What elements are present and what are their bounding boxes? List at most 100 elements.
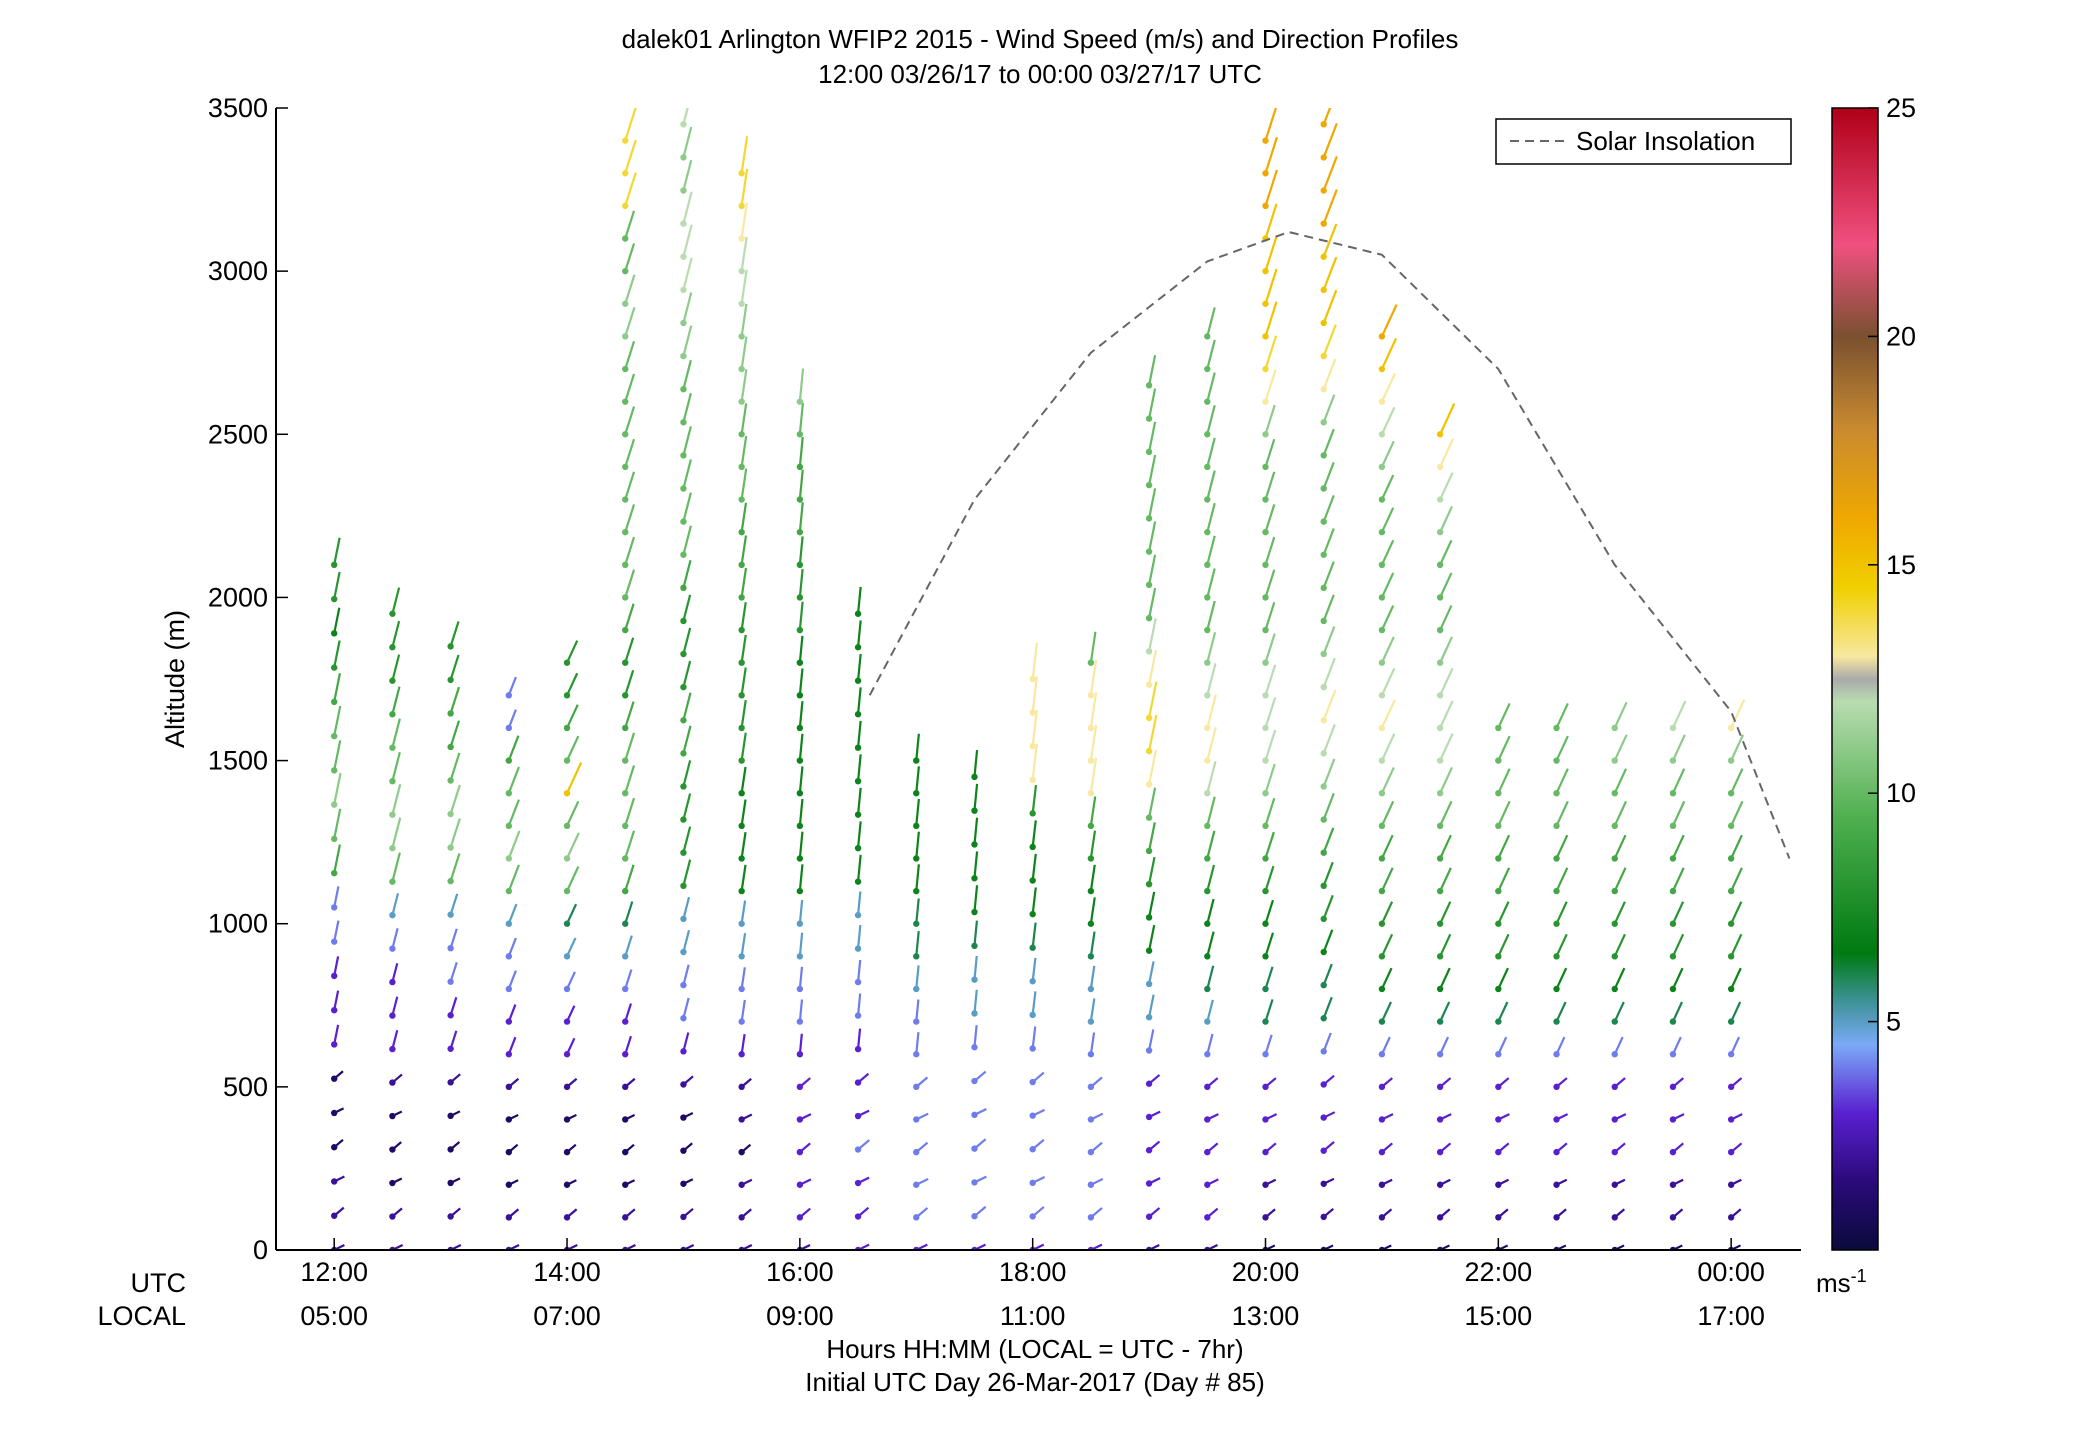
wind-barb-point [622,790,629,797]
wind-barb-shaft [1322,758,1336,787]
wind-barb-point [1145,1180,1153,1187]
wind-barb-point [1087,920,1095,927]
wind-barb-point [971,875,978,882]
wind-barb-shaft [1380,933,1394,957]
wind-barb-shaft [1613,834,1627,859]
wind-barb-shaft [1206,307,1216,337]
wind-barb-point [796,757,804,764]
wind-barb-point [389,711,396,718]
wind-barb-point [1378,398,1386,405]
wind-barb-point [854,844,862,852]
wind-barb-point [1204,1181,1211,1188]
wind-barb-point [971,942,978,950]
wind-barb-point [913,1083,920,1091]
wind-barb-point [331,698,338,706]
wind-barb-shaft [1497,1001,1509,1023]
wind-barb-point [622,594,629,601]
wind-barb-shaft [682,594,692,622]
wind-barb-point [738,235,745,242]
solar-insolation-line [868,230,1791,859]
wind-barb-point [505,1181,513,1188]
wind-barb-shaft [973,783,979,811]
wind-barb-point [1727,1083,1735,1091]
wind-barb-shaft [1264,369,1277,402]
x-tick-label-utc: 00:00 [1697,1257,1765,1287]
wind-barb-shaft [507,766,520,794]
wind-barb-point [680,849,687,856]
wind-barb-point [1320,1147,1327,1154]
wind-barb-shaft [1206,372,1216,402]
wind-barb-point [738,1116,745,1123]
wind-barb-point [680,816,687,823]
wind-barb-point [913,822,920,830]
wind-barb-point [505,724,513,732]
wind-barb-point [1495,920,1502,927]
wind-barb-point [854,1146,862,1153]
wind-barb-point [1320,154,1327,161]
wind-barb-point [796,790,804,797]
wind-barb-shaft [682,826,692,853]
wind-barb-point [1669,985,1677,993]
wind-barb-shaft [449,893,459,915]
wind-barb-shaft [624,243,636,272]
wind-barb-shaft [1089,631,1097,663]
wind-barb-shaft [1613,867,1627,892]
wind-barb-point [796,692,804,699]
wind-barb-shaft [682,725,692,754]
wind-barb-shaft [1264,504,1276,533]
wind-barb-point [1495,1116,1502,1123]
wind-barb-point [1378,1181,1386,1188]
wind-barb-point [1262,1116,1269,1123]
wind-barb-shaft [624,108,637,141]
wind-barb-shaft [1730,800,1744,827]
wind-barb-shaft [798,635,804,663]
wind-barb-shaft [1148,488,1157,519]
wind-barb-point [1204,985,1211,993]
wind-barb-point [738,1083,745,1091]
wind-barb-point [331,1178,338,1185]
wind-barb-point [680,121,687,128]
wind-barb-shaft [333,571,341,600]
wind-barb-shaft [1148,587,1157,619]
wind-barb-shaft [1031,785,1038,814]
wind-barb-point [1204,855,1211,862]
wind-barb-point [1029,675,1036,683]
wind-barb-shaft [1322,122,1338,158]
wind-barb-point [1320,121,1327,128]
wind-barb-shaft [1148,421,1157,453]
wind-barb-point [680,1114,687,1121]
x-tick-label-utc: 16:00 [766,1257,834,1287]
wind-barb-shaft [740,864,747,892]
wind-barb-point [1262,855,1269,862]
wind-barb-point [680,220,687,227]
wind-barb-point [680,551,687,558]
wind-barb-shaft [1439,867,1452,892]
wind-barb-point [1436,1116,1444,1123]
wind-barb-point [1320,981,1327,989]
wind-barb-point [1204,365,1211,373]
wind-barb-shaft [740,303,748,337]
wind-barb-point [913,1116,920,1123]
wind-barb-shaft [507,903,518,925]
wind-barb-shaft [1439,605,1453,631]
wind-barb-point [1669,1051,1677,1058]
wind-barb-shaft [915,999,920,1022]
wind-barb-point [1378,496,1386,503]
wind-barb-point [680,319,687,327]
wind-barb-point [1320,783,1327,790]
wind-barb-point [1320,352,1327,360]
wind-barb-shaft [740,799,747,826]
wind-barb-point [1320,286,1327,294]
wind-barb-shaft [566,800,580,827]
wind-barb-point [680,253,687,260]
wind-barb-shaft [1264,999,1274,1022]
wind-barb-shaft [1206,470,1216,500]
wind-barb-point [1145,448,1153,456]
wind-barb-point [1262,1148,1269,1156]
wind-barb-point [1262,202,1269,210]
wind-barb-point [1262,431,1269,438]
wind-barb-shaft [1671,700,1687,729]
wind-barb-point [1145,781,1153,788]
wind-barb-point [1436,561,1444,568]
wind-barb-point [1145,914,1153,921]
